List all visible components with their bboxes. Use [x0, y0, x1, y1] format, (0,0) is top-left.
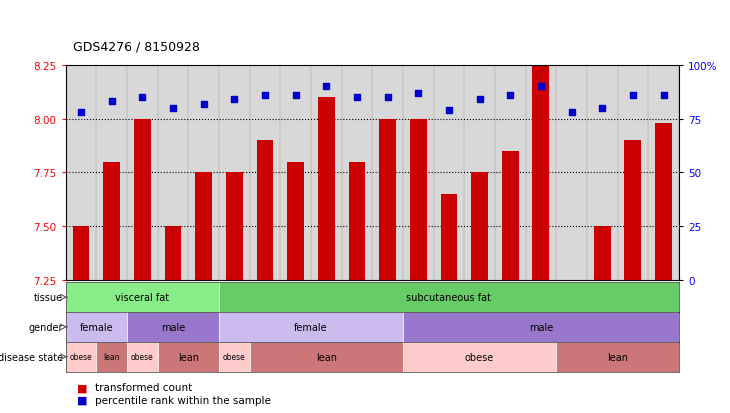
- Bar: [134, 119, 151, 280]
- Point: [106, 99, 118, 105]
- Text: obese: obese: [69, 352, 93, 361]
- Text: obese: obese: [465, 352, 494, 362]
- Bar: [287, 162, 304, 280]
- Point: [627, 93, 639, 99]
- Bar: [563, 280, 580, 291]
- Bar: [379, 119, 396, 280]
- Bar: [593, 227, 611, 280]
- Bar: [655, 123, 672, 280]
- Text: gender: gender: [28, 322, 63, 332]
- Point: [443, 107, 455, 114]
- Bar: [219, 282, 679, 312]
- Bar: [250, 342, 403, 372]
- Text: visceral fat: visceral fat: [115, 292, 169, 302]
- Bar: [164, 227, 182, 280]
- Text: GDS4276 / 8150928: GDS4276 / 8150928: [73, 40, 200, 53]
- Bar: [127, 342, 158, 372]
- Bar: [318, 98, 335, 280]
- Point: [382, 95, 393, 101]
- Point: [504, 93, 516, 99]
- Bar: [256, 141, 274, 280]
- Point: [290, 93, 301, 99]
- Bar: [502, 152, 519, 280]
- Point: [412, 90, 424, 97]
- Point: [596, 105, 608, 112]
- Bar: [195, 173, 212, 280]
- Point: [228, 97, 240, 103]
- Text: disease state: disease state: [0, 352, 63, 362]
- Bar: [348, 162, 366, 280]
- Bar: [219, 342, 250, 372]
- Bar: [96, 342, 127, 372]
- Point: [351, 95, 363, 101]
- Bar: [403, 342, 556, 372]
- Bar: [410, 119, 427, 280]
- Bar: [556, 342, 679, 372]
- Bar: [66, 282, 219, 312]
- Bar: [66, 342, 96, 372]
- Text: ■: ■: [77, 382, 91, 392]
- Text: lean: lean: [316, 352, 337, 362]
- Text: obese: obese: [131, 352, 154, 361]
- Point: [535, 84, 547, 90]
- Bar: [103, 162, 120, 280]
- Bar: [440, 195, 458, 280]
- Point: [75, 109, 87, 116]
- Bar: [624, 141, 642, 280]
- Bar: [471, 173, 488, 280]
- Point: [474, 97, 485, 103]
- Text: lean: lean: [607, 352, 628, 362]
- Text: male: male: [529, 322, 553, 332]
- Point: [167, 105, 179, 112]
- Text: male: male: [161, 322, 185, 332]
- Text: subcutaneous fat: subcutaneous fat: [407, 292, 491, 302]
- Text: transformed count: transformed count: [95, 382, 192, 392]
- Text: ■: ■: [77, 395, 91, 405]
- Text: percentile rank within the sample: percentile rank within the sample: [95, 395, 271, 405]
- Bar: [226, 173, 243, 280]
- Bar: [403, 312, 679, 342]
- Text: lean: lean: [178, 352, 199, 362]
- Bar: [72, 227, 90, 280]
- Text: female: female: [294, 322, 328, 332]
- Point: [566, 109, 577, 116]
- Bar: [532, 66, 550, 280]
- Bar: [219, 312, 403, 342]
- Text: tissue: tissue: [34, 292, 63, 302]
- Point: [658, 93, 669, 99]
- Point: [198, 101, 210, 108]
- Text: lean: lean: [104, 352, 120, 361]
- Bar: [66, 312, 127, 342]
- Point: [259, 93, 271, 99]
- Point: [320, 84, 332, 90]
- Point: [137, 95, 148, 101]
- Bar: [158, 342, 219, 372]
- Bar: [127, 312, 219, 342]
- Text: female: female: [80, 322, 113, 332]
- Text: obese: obese: [223, 352, 246, 361]
